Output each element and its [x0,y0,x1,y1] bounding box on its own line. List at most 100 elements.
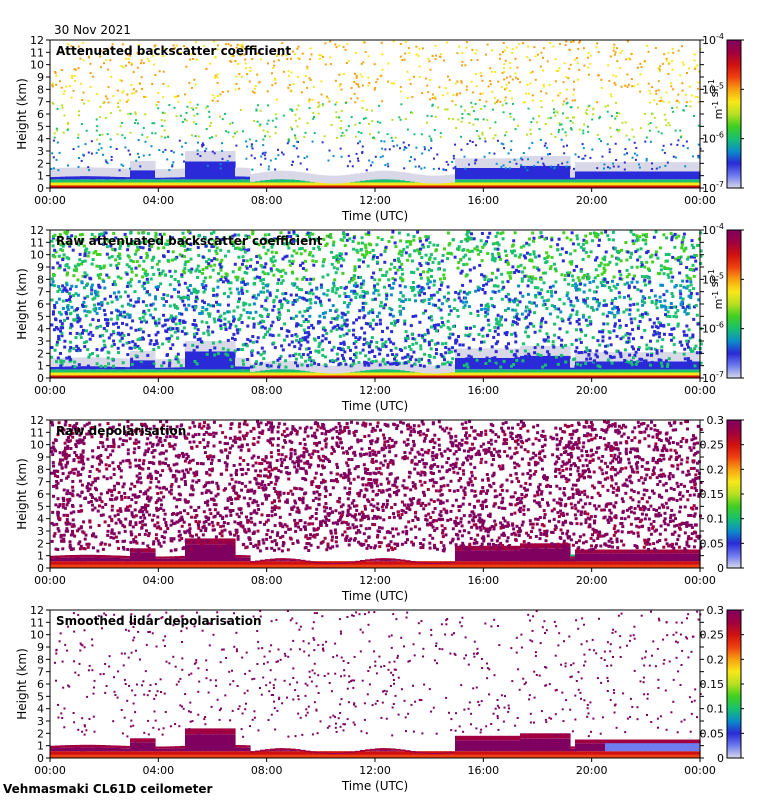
colorbar-gradient [726,419,742,569]
y-tick-label: 0 [37,752,44,765]
y-tick-label: 10 [30,59,44,72]
x-tick-label: 16:00 [467,384,499,397]
x-axis-label: Time (UTC) [341,209,408,223]
y-tick-label: 6 [37,298,44,311]
heatmap-cells [50,420,703,568]
colorbar-tick-label: 0.15 [700,488,725,501]
x-tick-label: 20:00 [576,764,608,777]
y-tick-label: 3 [37,715,44,728]
x-tick-label: 04:00 [142,194,174,207]
y-tick-label: 6 [37,488,44,501]
y-tick-label: 11 [30,616,44,629]
colorbar-tick-label: 0.3 [707,414,725,427]
panel-raw-backscatter: Raw attenuated backscatter coefficient01… [15,222,744,413]
y-tick-label: 6 [37,108,44,121]
panel-title: Attenuated backscatter coefficient [56,44,291,58]
x-tick-label: 20:00 [576,194,608,207]
y-tick-label: 1 [37,170,44,183]
x-tick-label: 00:00 [684,574,716,587]
date-label: 30 Nov 2021 [54,23,131,37]
x-tick-label: 12:00 [359,384,391,397]
x-tick-label: 00:00 [684,384,716,397]
footer-label: Vehmasmaki CL61D ceilometer [3,782,212,796]
y-tick-label: 3 [37,145,44,158]
x-tick-label: 00:00 [34,764,66,777]
panel-title: Raw depolarisation [56,424,186,438]
y-tick-label: 4 [37,513,44,526]
y-axis-label: Height (km) [15,458,29,529]
x-tick-label: 00:00 [684,194,716,207]
heatmap-cells [50,230,703,378]
y-tick-label: 7 [37,476,44,489]
x-tick-label: 20:00 [576,384,608,397]
y-tick-label: 5 [37,120,44,133]
colorbar-tick-label: 0 [717,562,724,575]
x-tick-label: 16:00 [467,574,499,587]
x-tick-label: 08:00 [251,194,283,207]
heatmap-cells [50,610,702,758]
y-tick-label: 10 [30,439,44,452]
y-tick-label: 12 [30,34,44,47]
y-tick-label: 5 [37,500,44,513]
colorbar: 10-4 10-5 10-6 10-7 m-1 sr-1 [702,32,744,195]
y-tick-label: 8 [37,273,44,286]
y-tick-label: 11 [30,236,44,249]
x-tick-label: 12:00 [359,574,391,587]
panel-smooth-depol: Smoothed lidar depolarisation01234567891… [15,604,744,793]
y-tick-label: 3 [37,335,44,348]
x-axis-label: Time (UTC) [341,779,408,793]
y-tick-label: 1 [37,550,44,563]
colorbar-tick-label: 10-6 [702,131,724,146]
y-tick-label: 11 [30,426,44,439]
y-tick-label: 1 [37,740,44,753]
x-tick-label: 04:00 [142,384,174,397]
colorbar-tick-label: 0.05 [700,727,725,740]
colorbar-gradient [726,229,742,379]
y-tick-label: 12 [30,604,44,617]
panel-title: Raw attenuated backscatter coefficient [56,234,323,248]
colorbar-tick-label: 10-7 [702,370,724,385]
panel-title: Smoothed lidar depolarisation [56,614,262,628]
y-tick-label: 5 [37,690,44,703]
y-tick-label: 11 [30,46,44,59]
y-tick-label: 8 [37,653,44,666]
colorbar-tick-label: 10-4 [702,32,724,47]
x-tick-label: 08:00 [251,384,283,397]
colorbar-tick-label: 10-5 [702,81,724,96]
colorbar-tick-label: 0.15 [700,678,725,691]
y-tick-label: 8 [37,463,44,476]
x-tick-label: 00:00 [34,574,66,587]
colorbar-tick-label: 0.1 [707,703,725,716]
y-tick-label: 2 [37,727,44,740]
colorbar-gradient [726,609,742,759]
colorbar-tick-label: 10-7 [702,180,724,195]
y-tick-label: 4 [37,323,44,336]
y-tick-label: 10 [30,629,44,642]
y-tick-label: 2 [37,157,44,170]
colorbar-tick-label: 0.25 [700,439,725,452]
y-tick-label: 12 [30,224,44,237]
y-tick-label: 7 [37,666,44,679]
x-tick-label: 00:00 [684,764,716,777]
y-tick-label: 9 [37,261,44,274]
x-axis-label: Time (UTC) [341,399,408,413]
colorbar-tick-label: 0.2 [707,653,725,666]
y-tick-label: 3 [37,525,44,538]
x-tick-label: 16:00 [467,764,499,777]
colorbar-tick-label: 0.2 [707,463,725,476]
colorbar-tick-label: 10-6 [702,321,724,336]
y-tick-label: 0 [37,562,44,575]
y-tick-label: 9 [37,641,44,654]
x-tick-label: 20:00 [576,574,608,587]
panel-raw-depol: Raw depolarisation0123456789101112Height… [15,414,744,603]
y-tick-label: 0 [37,182,44,195]
x-tick-label: 08:00 [251,574,283,587]
x-tick-label: 16:00 [467,194,499,207]
x-tick-label: 04:00 [142,764,174,777]
y-tick-label: 7 [37,286,44,299]
plot-area [50,610,700,758]
colorbar: 10-4 10-5 10-6 10-7 m-1 sr-1 [702,222,744,385]
colorbar-tick-label: 0.3 [707,604,725,617]
y-tick-label: 9 [37,71,44,84]
